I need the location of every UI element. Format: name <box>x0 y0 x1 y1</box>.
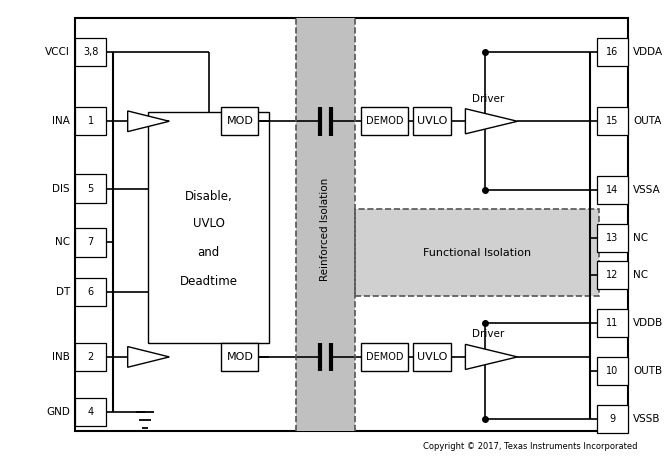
Text: VSSB: VSSB <box>633 414 661 424</box>
Bar <box>597 224 628 252</box>
Text: Driver: Driver <box>472 329 504 339</box>
Bar <box>149 112 269 344</box>
Bar <box>413 343 451 371</box>
Bar <box>597 176 628 204</box>
Text: UVLO: UVLO <box>417 116 448 126</box>
Bar <box>355 209 599 296</box>
Text: NC: NC <box>633 270 649 280</box>
Bar <box>75 174 106 203</box>
Bar <box>75 38 106 66</box>
Text: 7: 7 <box>88 237 94 247</box>
Text: 2: 2 <box>88 352 94 362</box>
Text: 11: 11 <box>606 318 619 328</box>
Text: OUTA: OUTA <box>633 116 661 126</box>
Text: Reinforced Isolation: Reinforced Isolation <box>321 177 331 281</box>
Bar <box>597 38 628 66</box>
Text: DIS: DIS <box>52 184 70 194</box>
Bar <box>75 343 106 371</box>
Text: MOD: MOD <box>226 116 254 126</box>
Text: GND: GND <box>46 407 70 417</box>
Bar <box>75 229 106 256</box>
Text: Copyright © 2017, Texas Instruments Incorporated: Copyright © 2017, Texas Instruments Inco… <box>424 442 638 451</box>
Text: 9: 9 <box>610 414 616 424</box>
Text: 4: 4 <box>88 407 94 417</box>
Bar <box>413 107 451 135</box>
Bar <box>597 107 628 136</box>
Polygon shape <box>465 109 517 134</box>
Bar <box>221 343 258 371</box>
Text: 16: 16 <box>606 47 619 57</box>
Text: and: and <box>198 246 220 259</box>
Bar <box>75 398 106 426</box>
Text: DEMOD: DEMOD <box>366 352 404 362</box>
Text: VDDB: VDDB <box>633 318 663 328</box>
Bar <box>361 107 408 135</box>
Polygon shape <box>127 347 169 367</box>
Text: MOD: MOD <box>226 352 254 362</box>
Text: 6: 6 <box>88 287 94 297</box>
Bar <box>75 18 628 431</box>
Text: 1: 1 <box>88 116 94 126</box>
Text: 5: 5 <box>88 184 94 194</box>
Text: INA: INA <box>52 116 70 126</box>
Polygon shape <box>465 344 517 370</box>
Text: UVLO: UVLO <box>417 352 448 362</box>
Bar <box>597 405 628 433</box>
Text: Driver: Driver <box>472 94 504 104</box>
Bar <box>75 107 106 136</box>
Text: 15: 15 <box>606 116 619 126</box>
Text: Deadtime: Deadtime <box>180 275 238 288</box>
Bar <box>221 107 258 135</box>
Bar <box>75 278 106 306</box>
Text: 10: 10 <box>606 366 619 376</box>
Text: Disable,: Disable, <box>185 190 232 203</box>
Bar <box>597 357 628 386</box>
Text: NC: NC <box>633 233 649 243</box>
Text: VSSA: VSSA <box>633 185 661 195</box>
Bar <box>296 18 355 431</box>
Text: DEMOD: DEMOD <box>366 116 404 126</box>
Bar <box>361 343 408 371</box>
Text: 14: 14 <box>606 185 619 195</box>
Text: 3,8: 3,8 <box>83 47 98 57</box>
Bar <box>597 261 628 289</box>
Text: OUTB: OUTB <box>633 366 663 376</box>
Text: INB: INB <box>52 352 70 362</box>
Text: NC: NC <box>54 237 70 247</box>
Text: 13: 13 <box>606 233 619 243</box>
Text: UVLO: UVLO <box>193 217 224 230</box>
Text: 12: 12 <box>606 270 619 280</box>
Text: VCCI: VCCI <box>45 47 70 57</box>
Text: VDDA: VDDA <box>633 47 663 57</box>
Bar <box>597 309 628 338</box>
Polygon shape <box>127 111 169 131</box>
Text: DT: DT <box>56 287 70 297</box>
Text: Functional Isolation: Functional Isolation <box>423 248 531 257</box>
